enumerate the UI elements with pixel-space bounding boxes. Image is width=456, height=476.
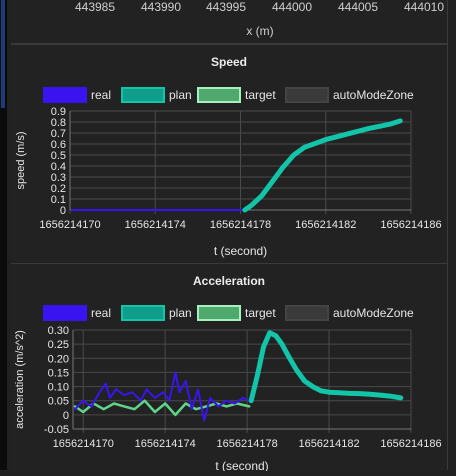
x-tick-label: 443990 [141, 0, 181, 14]
y-tick-label: 0.2 [51, 183, 66, 195]
series-line-plan [242, 118, 403, 213]
x-tick-label: 1656214186 [380, 438, 441, 450]
y-tick-label: 0.3 [51, 172, 66, 184]
y-axis-label: speed (m/s) [15, 131, 27, 189]
y-tick-label: 0.20 [48, 353, 69, 365]
legend-label-real: real [91, 88, 111, 102]
y-axis-label: acceleration (m/s^2) [14, 330, 26, 429]
legend-label-real: real [91, 306, 111, 320]
series-line-target [73, 399, 251, 417]
x-tick-label: 444000 [272, 0, 312, 14]
y-tick-label: 0.4 [51, 161, 66, 173]
legend-label-plan: plan [169, 88, 192, 102]
x-tick-label: 1656214178 [210, 219, 271, 231]
y-tick-label: 0.5 [51, 150, 66, 162]
y-tick-label: 0.1 [51, 194, 66, 206]
chart-title: Speed [211, 55, 247, 69]
legend-swatch-plan [121, 305, 165, 321]
acceleration-chart: Acceleration real plan target autoModeZone -0… [14, 274, 442, 473]
legend-label-automodezone: autoModeZone [333, 306, 414, 320]
y-tick-label: 0.15 [48, 367, 69, 379]
left-edge-accent [1, 0, 5, 108]
y-tick-label: 0.30 [48, 325, 69, 337]
legend-label-target: target [245, 88, 276, 102]
y-tick-label: 0.9 [51, 106, 66, 118]
trajectory-chart-panel: 443985 443990 443995 444000 444005 44401… [11, 0, 447, 44]
legend-label-plan: plan [169, 306, 192, 320]
acceleration-chart-panel: Acceleration real plan target autoModeZone -0… [11, 263, 447, 473]
y-tick-label: 0.10 [48, 382, 69, 394]
x-tick-label: 444010 [404, 0, 444, 14]
x-tick-label: 443985 [75, 0, 115, 14]
y-tick-label: 0.25 [48, 339, 69, 351]
x-tick-label: 443995 [206, 0, 246, 14]
x-tick-label: 444005 [338, 0, 378, 14]
y-tick-label: 0.7 [51, 128, 66, 140]
y-tick-label: 0 [60, 205, 66, 217]
speed-chart-panel: Speed real plan target autoModeZone 0 0.1 0.2 0.… [11, 44, 447, 263]
y-tick-label: 0.05 [48, 396, 69, 408]
x-tick-label: 1656214182 [295, 219, 356, 231]
x-tick-label: 1656214174 [125, 219, 186, 231]
y-tick-label: 0.8 [51, 117, 66, 129]
y-tick-label: 0 [63, 410, 69, 422]
trajectory-chart-footer: 443985 443990 443995 444000 444005 44401… [75, 0, 444, 38]
x-tick-label: 1656214182 [298, 438, 359, 450]
legend-swatch-real [43, 305, 87, 321]
x-tick-label: 1656214186 [380, 219, 441, 231]
series-line-real [74, 371, 251, 422]
legend-swatch-automodezone [285, 87, 329, 103]
legend-swatch-real [43, 87, 87, 103]
legend-label-automodezone: autoModeZone [333, 88, 414, 102]
x-axis-label: x (m) [246, 24, 273, 38]
chart-title: Acceleration [193, 274, 265, 288]
right-divider [447, 0, 448, 470]
left-edge-strip [0, 0, 7, 470]
legend-swatch-automodezone [285, 305, 329, 321]
x-axis-label: t (second) [215, 459, 268, 471]
y-tick-label: -0.05 [44, 424, 69, 436]
x-tick-label: 1656214174 [135, 438, 196, 450]
x-tick-label: 1656214170 [39, 219, 100, 231]
legend-swatch-plan [121, 87, 165, 103]
series-line-plan [248, 330, 404, 404]
x-axis-label: t (second) [214, 244, 267, 258]
x-tick-label: 1656214170 [53, 438, 114, 450]
legend-swatch-target [197, 87, 241, 103]
x-tick-label: 1656214178 [217, 438, 278, 450]
legend-label-target: target [245, 306, 276, 320]
y-tick-label: 0.6 [51, 139, 66, 151]
legend-swatch-target [197, 305, 241, 321]
